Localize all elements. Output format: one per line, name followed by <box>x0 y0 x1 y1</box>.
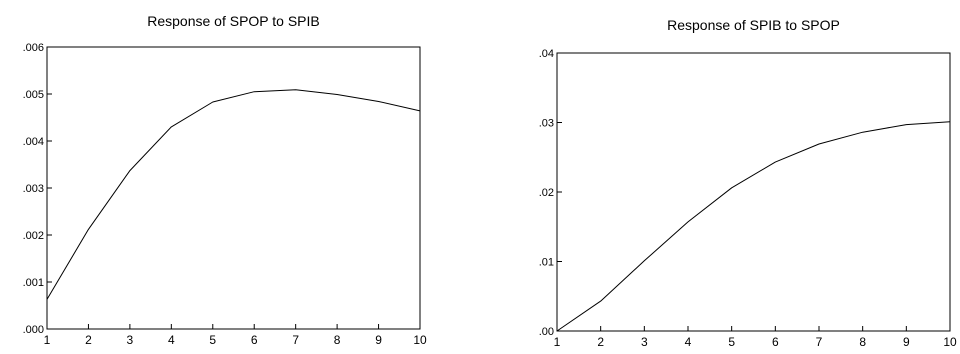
chart-2-xtick-label: 2 <box>597 335 604 349</box>
chart-1-ytick-label: .001 <box>23 277 44 289</box>
chart-2-xtick-label: 4 <box>685 335 692 349</box>
chart-1-xtick-label: 7 <box>292 333 299 347</box>
chart-2-title: Response of SPIB to SPOP <box>667 17 840 33</box>
chart-1-ytick-label: .004 <box>23 136 44 148</box>
chart-1-ytick-label: .000 <box>23 324 44 336</box>
chart-1-xtick-label: 1 <box>44 333 51 347</box>
chart-1-xtick-label: 10 <box>413 333 427 347</box>
chart-2-ytick-label: .01 <box>539 257 554 269</box>
chart-2-ytick-label: .02 <box>539 187 554 199</box>
chart-1-xtick-label: 6 <box>251 333 258 347</box>
chart-2-xtick-label: 6 <box>772 335 779 349</box>
chart-1-xtick-label: 2 <box>85 333 92 347</box>
chart-1-xtick-label: 3 <box>127 333 134 347</box>
chart-1-xtick-label: 9 <box>375 333 382 347</box>
chart-1-ytick-label: .006 <box>23 42 44 54</box>
chart-2-xtick-label: 10 <box>943 335 957 349</box>
chart-1-xtick-label: 8 <box>334 333 341 347</box>
chart-1-ytick-label: .005 <box>23 89 44 101</box>
chart-2-ytick-label: .04 <box>539 48 554 60</box>
chart-2-series-line <box>556 121 951 332</box>
chart-1-ytick-label: .003 <box>23 183 44 195</box>
chart-1-plot-frame <box>46 46 421 330</box>
chart-2-xtick-label: 5 <box>728 335 735 349</box>
chart-2-xtick-label: 1 <box>554 335 561 349</box>
chart-2-xtick-label: 9 <box>903 335 910 349</box>
chart-2-xtick-label: 8 <box>859 335 866 349</box>
chart-1-ytick-label: .002 <box>23 230 44 242</box>
chart-2-ytick-label: .03 <box>539 118 554 130</box>
chart-2-xtick-label: 7 <box>816 335 823 349</box>
chart-1-xtick-label: 5 <box>209 333 216 347</box>
chart-1-series-line <box>46 89 421 300</box>
chart-2-ytick-label: .00 <box>539 326 554 338</box>
chart-2-plot-frame <box>556 52 951 332</box>
chart-2-xtick-label: 3 <box>641 335 648 349</box>
chart-1-xtick-label: 4 <box>168 333 175 347</box>
chart-1-title: Response of SPOP to SPIB <box>147 13 320 29</box>
